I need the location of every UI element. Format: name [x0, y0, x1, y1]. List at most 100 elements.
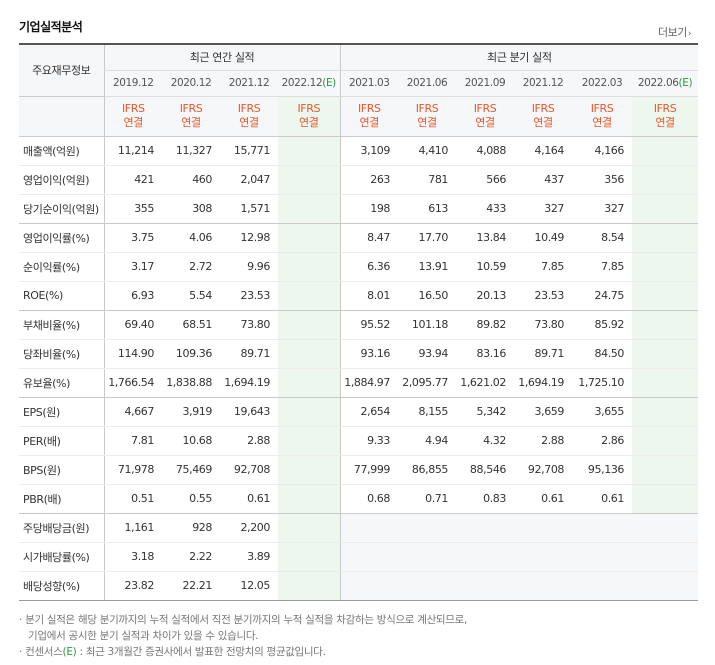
quarter-value-cell: 198 — [339, 194, 399, 224]
quarter-value-cell: 92,708 — [514, 455, 573, 485]
annual-value-cell: 69.40 — [103, 310, 162, 340]
footnote-1: · 분기 실적은 해당 분기까지의 누적 실적에서 직전 분기까지의 누적 실적… — [19, 614, 468, 626]
quarter-value-cell: 6.36 — [339, 252, 399, 282]
quarter-value-cell: 89.82 — [456, 310, 515, 340]
annual-value-cell — [278, 571, 341, 601]
quarter-value-cell — [632, 310, 699, 340]
financial-table: 주요재무정보 최근 연간 실적 최근 분기 실적 2019.12 2020.12 2… — [19, 43, 699, 601]
row-label: ROE(%) — [19, 281, 104, 311]
annual-value-cell — [278, 165, 341, 195]
consolidated-label: 연결 — [655, 116, 675, 129]
quarter-value-cell: 0.61 — [514, 484, 573, 514]
more-link-label[interactable]: 더보기 — [658, 26, 687, 39]
footnote-2-mark: (E) — [62, 646, 77, 658]
quarter-value-cell: 23.53 — [514, 281, 573, 311]
quarter-value-cell — [398, 542, 457, 572]
period-label: 2021.12 — [228, 77, 270, 89]
table-row: PBR(배) 0.51 0.55 0.61 0.68 0.71 0.83 0.61 0.61 — [19, 484, 699, 514]
quarter-value-cell: 2.88 — [514, 426, 573, 456]
period-label: 2020.12 — [170, 77, 212, 89]
annual-value-cell — [278, 368, 341, 398]
quarter-value-cell: 327 — [572, 194, 633, 224]
row-label: 당좌비율(%) — [19, 339, 104, 369]
consolidated-label: 연결 — [417, 116, 437, 129]
accounting-standard: IFRS 연결 — [572, 96, 633, 137]
quarter-value-cell: 0.68 — [339, 484, 399, 514]
chevron-right-icon: › — [687, 29, 692, 39]
footnote-2-post: : 최근 3개월간 증권사에서 발표한 전망치의 평균값입니다. — [79, 646, 326, 658]
period-header: 2022.03 — [572, 70, 633, 97]
ifrs-label: IFRS — [415, 102, 439, 115]
quarter-value-cell: 437 — [514, 165, 573, 195]
estimate-mark: (E) — [322, 77, 336, 89]
accounting-standard: IFRS 연결 — [514, 96, 573, 137]
period-label: 2022.03 — [581, 77, 623, 89]
period-label: 2021.12 — [522, 77, 564, 89]
annual-value-cell: 15,771 — [220, 136, 278, 166]
quarter-value-cell: 2.86 — [572, 426, 633, 456]
table-row: 시가배당률(%) 3.18 2.22 3.89 — [19, 542, 699, 572]
consolidated-label: 연결 — [592, 116, 612, 129]
quarter-value-cell: 89.71 — [514, 339, 573, 369]
period-label: 2019.12 — [112, 77, 154, 89]
quarter-value-cell: 13.91 — [398, 252, 457, 282]
annual-value-cell: 68.51 — [162, 310, 220, 340]
consolidated-label: 연결 — [359, 116, 380, 129]
quarter-value-cell: 73.80 — [514, 310, 573, 340]
period-header: 2021.12 — [220, 70, 278, 97]
row-label: 당기순이익(억원) — [19, 194, 104, 224]
annual-value-cell: 3.18 — [103, 542, 162, 572]
table-row: 부채비율(%) 69.40 68.51 73.80 95.52 101.18 89.82 73… — [19, 310, 699, 340]
quarter-value-cell — [632, 455, 699, 485]
ifrs-label: IFRS — [531, 102, 555, 115]
quarter-value-cell — [339, 571, 399, 601]
annual-value-cell: 6.93 — [103, 281, 162, 311]
accounting-standard: IFRS 연결 — [398, 96, 457, 137]
quarter-value-cell — [632, 194, 699, 224]
quarter-value-cell — [632, 165, 699, 195]
annual-value-cell — [278, 310, 341, 340]
table-row: 영업이익(억원) 421 460 2,047 263 781 566 437 356 — [19, 165, 699, 195]
annual-value-cell: 1,694.19 — [220, 368, 278, 398]
quarter-value-cell — [632, 397, 699, 427]
quarter-value-cell: 8,155 — [398, 397, 457, 427]
quarter-value-cell — [514, 571, 573, 601]
row-label: 유보율(%) — [19, 368, 104, 398]
quarter-value-cell: 9.33 — [339, 426, 399, 456]
quarter-value-cell — [572, 513, 633, 543]
annual-value-cell — [278, 223, 341, 253]
quarter-value-cell — [572, 542, 633, 572]
quarter-value-cell: 1,694.19 — [514, 368, 573, 398]
more-link[interactable]: 더보기› — [658, 24, 692, 40]
table-row: 당좌비율(%) 114.90 109.36 89.71 93.16 93.94 83.16 8… — [19, 339, 699, 369]
consolidated-label: 연결 — [299, 116, 319, 129]
period-label: 2022.12 — [281, 77, 323, 89]
annual-value-cell: 0.61 — [220, 484, 278, 514]
annual-value-cell: 1,571 — [220, 194, 278, 224]
annual-value-cell — [278, 281, 341, 311]
quarter-value-cell — [632, 484, 699, 514]
quarter-value-cell — [632, 513, 699, 543]
ifrs-label: IFRS — [179, 102, 203, 115]
row-label: BPS(원) — [19, 455, 104, 485]
quarter-value-cell: 4,164 — [514, 136, 573, 166]
annual-value-cell: 73.80 — [220, 310, 278, 340]
section-title: 기업실적분석 — [19, 20, 83, 34]
annual-value-cell — [278, 542, 341, 572]
accounting-standard: IFRS 연결 — [220, 96, 278, 137]
accounting-standard: IFRS 연결 — [339, 96, 399, 137]
period-header: 2020.12 — [162, 70, 220, 97]
row-label: PER(배) — [19, 426, 104, 456]
ifrs-label: IFRS — [357, 102, 381, 115]
annual-value-cell — [278, 339, 341, 369]
quarter-value-cell — [398, 571, 457, 601]
annual-value-cell: 11,214 — [103, 136, 162, 166]
quarter-value-cell — [398, 513, 457, 543]
row-label: 영업이익률(%) — [19, 223, 104, 253]
quarter-value-cell — [632, 542, 699, 572]
quarter-value-cell: 7.85 — [572, 252, 633, 282]
quarter-value-cell — [632, 368, 699, 398]
annual-value-cell: 1,161 — [103, 513, 162, 543]
annual-value-cell — [278, 455, 341, 485]
quarter-value-cell: 566 — [456, 165, 515, 195]
